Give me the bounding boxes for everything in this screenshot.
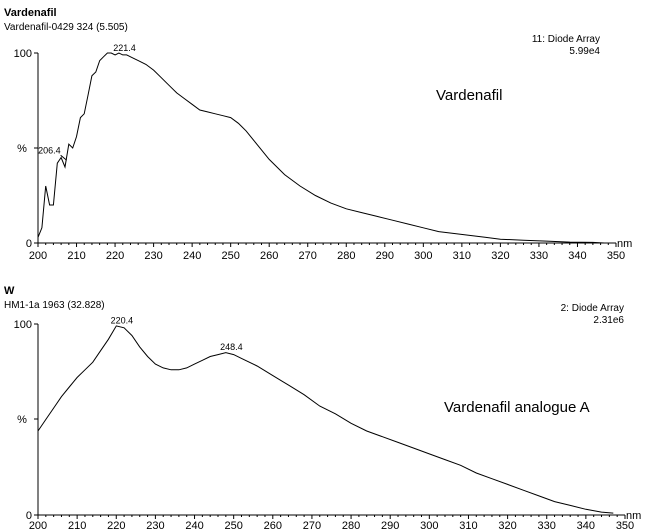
x-tick-label: 220 [106, 250, 124, 262]
panel1-peak-labels: 206.4 221.4 [38, 43, 136, 161]
x-tick-label: 350 [616, 520, 634, 530]
x-tick-label: 200 [29, 250, 47, 262]
x-tick-label: 310 [459, 520, 477, 530]
panel1-ylabel: % [17, 143, 27, 155]
x-tick-label: 240 [185, 520, 203, 530]
x-tick-label: 270 [299, 250, 317, 262]
peak-label: 206.4 [38, 145, 61, 155]
panel1-ytick-0: 0 [26, 238, 32, 250]
x-tick-label: 260 [260, 250, 278, 262]
panel2-spectrum-line [37, 325, 614, 514]
panel1-detector: 11: Diode Array [532, 34, 600, 45]
x-tick-label: 330 [538, 520, 556, 530]
x-tick-label: 200 [29, 520, 47, 530]
panel1-spectrum-line [37, 52, 605, 244]
x-tick-label: 210 [68, 520, 86, 530]
x-tick-label: 250 [221, 250, 239, 262]
x-tick-label: 300 [414, 250, 432, 262]
panel2-detector: 2: Diode Array [561, 303, 624, 314]
x-tick-label: 220 [107, 520, 125, 530]
x-tick-label: 240 [183, 250, 201, 262]
x-tick-label: 280 [342, 520, 360, 530]
x-tick-label: 270 [303, 520, 321, 530]
panel1-subtitle: Vardenafil-0429 324 (5.505) [4, 22, 128, 33]
peak-label: 248.4 [220, 342, 243, 352]
x-tick-label: 210 [67, 250, 85, 262]
x-tick-label: 310 [453, 250, 471, 262]
panel1-scale: 5.99e4 [569, 46, 600, 57]
panel1-ytick-100: 100 [14, 48, 32, 60]
panel2-annotation: Vardenafil analogue A [444, 399, 590, 416]
panel1-annotation: Vardenafil [436, 87, 502, 104]
peak-leader-line [60, 154, 67, 161]
panel-analogue-a: W HM1-1a 1963 (32.828) 2: Diode Array 2.… [4, 285, 641, 530]
x-tick-label: 350 [607, 250, 625, 262]
x-tick-label: 300 [420, 520, 438, 530]
panel2-peak-labels: 220.4 248.4 [111, 315, 243, 352]
x-tick-label: 330 [530, 250, 548, 262]
x-tick-label: 230 [144, 250, 162, 262]
x-tick-label: 250 [224, 520, 242, 530]
x-tick-label: 290 [376, 250, 394, 262]
panel2-subtitle: HM1-1a 1963 (32.828) [4, 300, 105, 311]
panel2-xunit: nm [626, 510, 641, 522]
panel2-x-ticks: 200 210 220 230 240 250 260 270 280 290 300 310 320 3… [29, 515, 634, 530]
peak-label: 220.4 [111, 315, 134, 325]
panel2-ytick-100: 100 [14, 319, 32, 331]
panel1-title: Vardenafil [4, 7, 57, 19]
x-tick-label: 320 [498, 520, 516, 530]
x-tick-label: 230 [146, 520, 164, 530]
x-tick-label: 260 [264, 520, 282, 530]
x-tick-label: 290 [381, 520, 399, 530]
panel2-ytick-0: 0 [26, 510, 32, 522]
panel1-xunit: nm [617, 238, 632, 250]
x-tick-label: 340 [577, 520, 595, 530]
panel2-ylabel: % [17, 414, 27, 426]
x-tick-label: 340 [568, 250, 586, 262]
panel2-scale: 2.31e6 [593, 315, 624, 326]
x-tick-label: 280 [337, 250, 355, 262]
panel2-title: W [4, 285, 15, 297]
x-tick-label: 320 [491, 250, 509, 262]
peak-label: 221.4 [113, 43, 136, 53]
panel-vardenafil: Vardenafil Vardenafil-0429 324 (5.505) 1… [4, 7, 632, 262]
panel1-x-ticks: 200 210 220 230 240 250 260 270 280 290 300 310 320 3… [29, 243, 625, 262]
